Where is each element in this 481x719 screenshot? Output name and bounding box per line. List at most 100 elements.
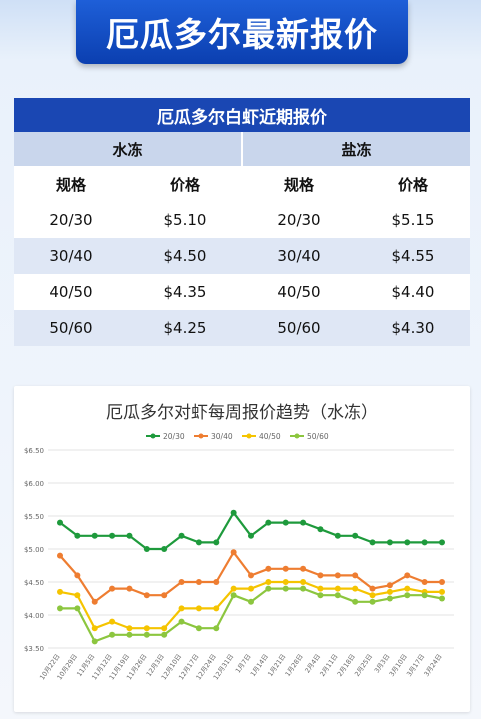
data-point [178, 579, 185, 585]
data-point [282, 565, 289, 572]
data-point [352, 585, 359, 592]
data-point [74, 532, 81, 539]
cell-spec: 30/40 [14, 238, 128, 274]
cell-price: $5.15 [356, 202, 470, 238]
legend-label: 20/30 [163, 432, 185, 441]
cell-spec: 30/40 [242, 238, 356, 274]
data-point [334, 585, 341, 592]
data-point [369, 539, 376, 546]
x-tick-label: 1月28日 [284, 653, 305, 678]
data-point [317, 585, 324, 592]
cell-price: $4.35 [128, 274, 242, 310]
data-point [91, 625, 98, 632]
data-point [213, 625, 220, 632]
data-point [91, 598, 98, 605]
data-point [161, 625, 168, 632]
data-point [126, 625, 133, 632]
data-point [317, 526, 324, 533]
data-point [57, 588, 63, 595]
legend-label: 40/50 [259, 432, 281, 441]
data-point [248, 585, 254, 592]
cell-price: $4.25 [128, 310, 242, 346]
table-header-row: 规格 价格 规格 价格 [14, 166, 470, 202]
data-point [161, 592, 168, 599]
data-point [195, 605, 202, 612]
data-point [161, 546, 168, 552]
cell-spec: 40/50 [242, 274, 356, 310]
data-point [74, 592, 81, 599]
data-point [57, 552, 63, 559]
y-tick-label: $4.00 [24, 612, 44, 620]
data-point [230, 509, 237, 516]
data-point [109, 618, 116, 625]
data-point [439, 588, 445, 595]
page-banner: 厄瓜多尔最新报价 [76, 0, 408, 64]
data-point [57, 605, 63, 612]
legend-swatch-dot [294, 433, 300, 439]
price-table: 厄瓜多尔白虾近期报价 水冻 盐冻 规格 价格 规格 价格 20/30 $5.10… [14, 98, 470, 346]
data-point [178, 532, 185, 539]
data-point [230, 592, 237, 599]
data-point [421, 592, 428, 599]
x-axis: 10月22日10月29日11月5日11月12日11月19日11月26日12月3日… [38, 653, 444, 682]
data-point [265, 519, 272, 526]
data-point [126, 585, 133, 592]
y-tick-label: $3.50 [24, 645, 44, 653]
data-point [265, 565, 272, 572]
data-point [230, 549, 237, 556]
data-point [404, 592, 411, 599]
data-point [248, 532, 254, 539]
data-point [248, 598, 254, 605]
y-tick-label: $4.50 [24, 579, 44, 587]
cell-spec: 20/30 [14, 202, 128, 238]
table-row: 20/30 $5.10 20/30 $5.15 [14, 202, 470, 238]
y-tick-label: $6.50 [24, 447, 44, 455]
data-point [265, 579, 272, 585]
chart-series [57, 509, 445, 645]
table-row: 40/50 $4.35 40/50 $4.40 [14, 274, 470, 310]
group-salt-frozen: 盐冻 [241, 132, 470, 166]
banner-title: 厄瓜多尔最新报价 [106, 15, 378, 54]
data-point [386, 582, 393, 589]
data-point [300, 519, 307, 526]
data-point [352, 598, 359, 605]
data-point [91, 532, 98, 539]
data-point [161, 631, 168, 638]
table-title-row: 厄瓜多尔白虾近期报价 [14, 98, 470, 132]
cell-price: $5.10 [128, 202, 242, 238]
data-point [352, 532, 359, 539]
data-point [178, 605, 185, 612]
cell-price: $4.40 [356, 274, 470, 310]
data-point [369, 585, 376, 592]
data-point [248, 572, 254, 579]
legend-label: 30/40 [211, 432, 233, 441]
y-axis: $3.50 $4.00 $4.50 $5.00 $5.50 $6.00 $6.50 [24, 447, 44, 653]
data-point [334, 572, 341, 579]
chart-gridlines [48, 449, 454, 649]
data-point [421, 579, 428, 585]
data-point [282, 585, 289, 592]
chart-legend: 20/30 30/40 40/50 50/60 [146, 432, 329, 441]
y-tick-label: $5.00 [24, 546, 44, 554]
data-point [282, 519, 289, 526]
header-spec: 规格 [14, 166, 128, 202]
data-point [352, 572, 359, 579]
data-point [300, 585, 307, 592]
cell-price: $4.50 [128, 238, 242, 274]
data-point [421, 539, 428, 546]
data-point [439, 595, 445, 602]
data-point [109, 585, 116, 592]
price-table-container: 厄瓜多尔白虾近期报价 水冻 盐冻 规格 价格 规格 价格 20/30 $5.10… [14, 98, 470, 346]
header-price: 价格 [128, 166, 242, 202]
cell-spec: 50/60 [14, 310, 128, 346]
cell-price: $4.55 [356, 238, 470, 274]
header-spec: 规格 [242, 166, 356, 202]
data-point [74, 572, 81, 579]
header-price: 价格 [356, 166, 470, 202]
legend-label: 50/60 [307, 432, 329, 441]
chart-title: 厄瓜多尔对虾每周报价趋势（水冻） [106, 403, 378, 423]
data-point [230, 585, 237, 592]
data-point [143, 546, 150, 552]
data-point [439, 539, 445, 546]
series-line-20-30 [59, 511, 442, 551]
